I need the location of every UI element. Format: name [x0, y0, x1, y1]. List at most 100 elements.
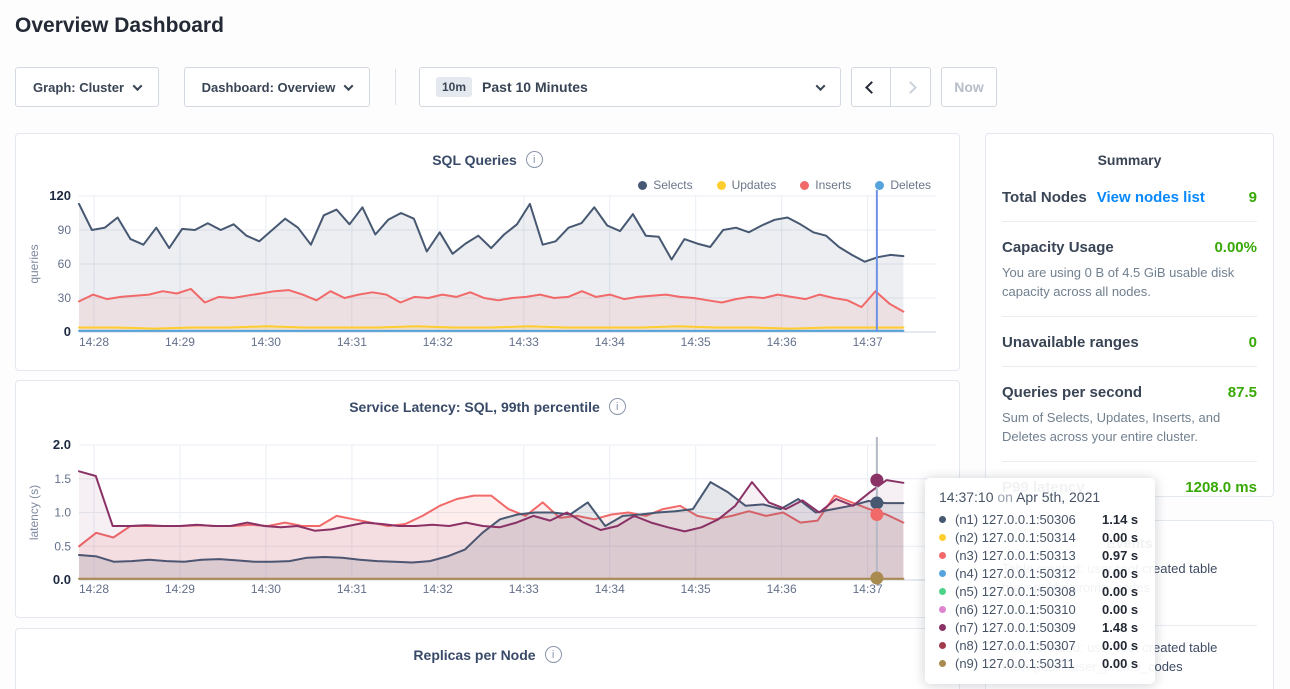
series-dot-icon — [939, 623, 946, 631]
legend-label: Inserts — [815, 178, 852, 192]
info-icon[interactable]: i — [608, 398, 626, 415]
time-prev-button[interactable] — [851, 67, 891, 107]
service-latency-chart[interactable]: 14:28 14:29 14:30 14:31 14:32 14:33 14:34 14:35… — [16, 435, 961, 605]
series-dot-icon — [939, 641, 946, 649]
chevron-right-icon — [904, 80, 917, 94]
time-range-selector[interactable]: 10m Past 10 Minutes — [419, 67, 841, 107]
tooltip-node-value: 0.00 s — [1102, 529, 1139, 545]
x-axis-tick: 14:30 — [251, 582, 281, 596]
series-dot-icon — [939, 551, 946, 559]
summary-row-value: 0.00% — [1214, 239, 1257, 256]
tooltip-node-label: (n5) 127.0.0.1:50308 — [955, 583, 1076, 599]
graph-dropdown-label: Graph: Cluster — [32, 79, 124, 95]
x-axis-tick: 14:35 — [681, 582, 711, 596]
legend-item[interactable]: Inserts — [800, 178, 851, 192]
summary-title: Summary — [1097, 152, 1162, 168]
tooltip-node-label: (n8) 127.0.0.1:50307 — [955, 637, 1076, 653]
x-axis-tick: 14:34 — [595, 582, 625, 596]
tooltip-node-row: (n6) 127.0.0.1:50310 0.00 s — [939, 600, 1141, 618]
x-axis-tick: 14:30 — [251, 335, 281, 349]
chart-title: SQL Queries — [432, 151, 517, 168]
legend-label: Updates — [731, 178, 777, 192]
series-dot-icon — [875, 180, 885, 190]
tooltip-node-value: 0.00 s — [1102, 637, 1139, 653]
legend-item[interactable]: Selects — [638, 178, 693, 192]
legend-item[interactable]: Deletes — [875, 178, 931, 192]
y-axis-tick: 0.5 — [54, 539, 71, 553]
series-dot-icon — [939, 569, 946, 577]
x-axis-tick: 14:29 — [165, 582, 195, 596]
series-dot-icon — [638, 180, 648, 190]
chart-title: Service Latency: SQL, 99th percentile — [349, 398, 600, 415]
tooltip-node-label: (n2) 127.0.0.1:50314 — [955, 529, 1076, 545]
x-axis-tick: 14:37 — [853, 582, 883, 596]
summary-panel: Summary Total Nodes View nodes list 9 Capac… — [985, 133, 1274, 497]
toolbar-divider — [395, 69, 396, 105]
x-axis-tick: 14:32 — [423, 335, 453, 349]
y-axis-tick: 2.0 — [53, 437, 71, 452]
legend-item[interactable]: Updates — [716, 178, 777, 192]
sql-queries-chart[interactable]: 14:28 14:29 14:30 14:31 14:32 14:33 14:34 14:35… — [16, 188, 961, 358]
x-axis-tick: 14:31 — [337, 335, 367, 349]
chevron-down-icon — [343, 80, 354, 91]
tooltip-node-value: 0.00 s — [1102, 565, 1139, 581]
time-next-button[interactable] — [891, 67, 931, 107]
tooltip-node-row: (n1) 127.0.0.1:50306 1.14 s — [939, 510, 1141, 528]
summary-row-value: 0 — [1248, 334, 1257, 351]
summary-row-label: Queries per second — [1002, 384, 1143, 401]
x-axis-tick: 14:33 — [509, 335, 539, 349]
summary-row-value: 9 — [1248, 189, 1257, 206]
y-axis-tick: 0 — [64, 324, 71, 339]
y-axis-tick: 1.5 — [54, 472, 71, 486]
tooltip-node-row: (n3) 127.0.0.1:50313 0.97 s — [939, 546, 1141, 564]
x-axis-tick: 14:33 — [509, 582, 539, 596]
info-icon[interactable]: i — [525, 151, 543, 168]
y-axis-tick: 30 — [58, 291, 72, 305]
summary-row-description: You are using 0 B of 4.5 GiB usable disk… — [1002, 265, 1235, 299]
time-step-buttons — [851, 67, 931, 107]
chevron-left-icon — [864, 80, 878, 94]
series-dot-icon — [939, 587, 946, 595]
summary-row: Queries per second 87.5 Sum of Selects, Up… — [1002, 367, 1257, 462]
graph-dropdown[interactable]: Graph: Cluster — [15, 67, 159, 107]
tooltip-node-value: 1.14 s — [1102, 511, 1139, 527]
x-axis-tick: 14:28 — [79, 582, 109, 596]
tooltip-node-row: (n5) 127.0.0.1:50308 0.00 s — [939, 582, 1141, 600]
tooltip-node-label: (n1) 127.0.0.1:50306 — [955, 511, 1076, 527]
y-axis-label: queries — [27, 244, 41, 283]
series-dot-icon — [939, 605, 946, 613]
tooltip-node-value: 0.00 s — [1102, 655, 1139, 671]
x-axis-tick: 14:36 — [767, 582, 797, 596]
series-dot-icon — [939, 515, 946, 523]
summary-row-value: 1208.0 ms — [1185, 479, 1257, 496]
legend-label: Selects — [653, 178, 693, 192]
y-axis-label: latency (s) — [27, 485, 41, 540]
tooltip-node-value: 0.00 s — [1102, 583, 1139, 599]
summary-row-label: Unavailable ranges — [1002, 334, 1139, 351]
view-nodes-list-link[interactable]: View nodes list — [1096, 189, 1205, 206]
tooltip-node-row: (n2) 127.0.0.1:50314 0.00 s — [939, 528, 1141, 546]
summary-row: Capacity Usage 0.00% You are using 0 B of … — [1002, 222, 1257, 317]
dashboard-dropdown[interactable]: Dashboard: Overview — [184, 67, 370, 107]
chevron-down-icon — [815, 80, 826, 91]
tooltip-node-row: (n9) 127.0.0.1:50311 0.00 s — [939, 654, 1141, 672]
info-icon[interactable]: i — [544, 646, 562, 663]
x-axis-tick: 14:29 — [165, 335, 195, 349]
tooltip-node-label: (n6) 127.0.0.1:50310 — [955, 601, 1076, 617]
toolbar: Graph: Cluster Dashboard: Overview 10m P… — [0, 67, 1290, 107]
x-axis-tick: 14:34 — [595, 335, 625, 349]
tooltip-node-value: 1.48 s — [1102, 619, 1139, 635]
replicas-per-node-chart-card: Replicas per Node i — [15, 628, 960, 689]
series-dot-icon — [939, 659, 946, 667]
now-button[interactable]: Now — [941, 67, 997, 107]
tooltip-node-label: (n7) 127.0.0.1:50309 — [955, 619, 1076, 635]
tooltip-node-label: (n3) 127.0.0.1:50313 — [955, 547, 1076, 563]
tooltip-node-value: 0.97 s — [1102, 547, 1139, 563]
x-axis-tick: 14:36 — [767, 335, 797, 349]
y-axis-tick: 120 — [49, 188, 71, 203]
x-axis-tick: 14:28 — [79, 335, 109, 349]
sql-queries-chart-card: SQL Queries i Selects Updates Inserts Delet… — [15, 133, 960, 371]
legend-label: Deletes — [890, 178, 931, 192]
page-title: Overview Dashboard — [15, 14, 224, 37]
